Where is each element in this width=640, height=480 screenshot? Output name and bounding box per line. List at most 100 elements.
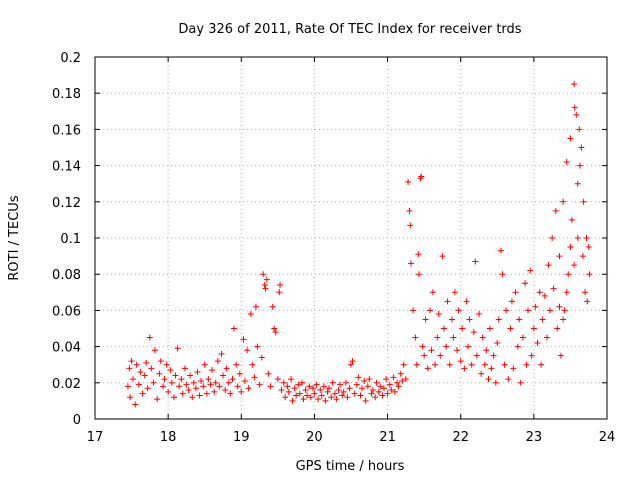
data-point <box>154 396 161 403</box>
data-point <box>300 396 307 403</box>
data-point <box>490 352 497 359</box>
data-point <box>437 352 444 359</box>
data-point <box>394 379 401 386</box>
data-point <box>209 367 216 374</box>
data-point <box>318 392 325 399</box>
data-point <box>545 262 552 269</box>
data-point <box>400 361 407 368</box>
data-point <box>527 267 534 274</box>
data-point <box>538 361 545 368</box>
data-point <box>375 388 382 395</box>
data-point <box>532 303 539 310</box>
data-point <box>565 271 572 278</box>
data-point <box>183 381 190 388</box>
data-point <box>580 198 587 205</box>
data-point <box>505 376 512 383</box>
data-point <box>355 374 362 381</box>
data-point <box>399 377 406 384</box>
data-point <box>198 377 205 384</box>
data-point <box>309 385 316 392</box>
data-point <box>560 316 567 323</box>
data-point <box>541 292 548 299</box>
data-point <box>379 392 386 399</box>
data-point <box>201 361 208 368</box>
x-tick-label: 17 <box>87 430 104 445</box>
data-point <box>492 379 499 386</box>
data-point <box>481 361 488 368</box>
data-point <box>556 303 563 310</box>
data-point <box>499 271 506 278</box>
data-point <box>157 358 164 365</box>
data-point <box>516 316 523 323</box>
data-point <box>514 343 521 350</box>
data-point <box>485 376 492 383</box>
data-point <box>544 334 551 341</box>
data-point <box>277 282 284 289</box>
data-point <box>289 397 296 404</box>
data-point <box>579 253 586 260</box>
data-point <box>550 285 557 292</box>
data-point <box>380 385 387 392</box>
data-point <box>571 104 578 111</box>
data-point <box>344 394 351 401</box>
data-point <box>207 381 214 388</box>
data-point <box>230 325 237 332</box>
data-point <box>269 303 276 310</box>
data-point <box>479 334 486 341</box>
data-point <box>364 383 371 390</box>
data-point <box>450 334 457 341</box>
data-point <box>229 376 236 383</box>
data-point <box>214 358 221 365</box>
data-point <box>278 387 285 394</box>
data-point <box>150 379 157 386</box>
data-point <box>523 361 530 368</box>
data-point <box>160 383 167 390</box>
data-point <box>395 383 402 390</box>
data-point <box>258 354 265 361</box>
data-point <box>241 377 248 384</box>
data-point <box>358 385 365 392</box>
data-point <box>280 379 287 386</box>
data-point <box>291 385 298 392</box>
y-tick-label: 0.02 <box>52 377 81 392</box>
data-point <box>373 379 380 386</box>
data-point <box>302 387 309 394</box>
data-point <box>461 365 468 372</box>
y-tick-label: 0.08 <box>52 268 81 283</box>
y-tick-label: 0.2 <box>60 51 81 66</box>
data-point <box>530 325 537 332</box>
data-point <box>377 383 384 390</box>
data-point <box>412 334 419 341</box>
data-point <box>187 372 194 379</box>
data-point <box>573 111 580 118</box>
data-point <box>578 144 585 151</box>
data-point <box>418 173 425 180</box>
data-point <box>563 158 570 165</box>
data-point <box>585 244 592 251</box>
data-point <box>349 358 356 365</box>
data-point <box>402 376 409 383</box>
data-point <box>335 387 342 394</box>
data-point <box>296 390 303 397</box>
data-point <box>567 244 574 251</box>
data-point <box>443 343 450 350</box>
data-point <box>563 289 570 296</box>
data-point <box>512 289 519 296</box>
data-point <box>419 343 426 350</box>
data-point <box>244 347 251 354</box>
data-point <box>143 359 150 366</box>
y-axis-label: ROTI / TECUs <box>7 195 22 280</box>
data-point <box>435 311 442 318</box>
data-point <box>407 260 414 267</box>
data-point <box>288 376 295 383</box>
x-tick-label: 24 <box>599 430 616 445</box>
data-point <box>424 365 431 372</box>
data-point <box>236 370 243 377</box>
data-point <box>346 385 353 392</box>
data-point <box>357 392 364 399</box>
data-point <box>181 365 188 372</box>
data-point <box>534 339 541 346</box>
data-point <box>457 358 464 365</box>
data-point <box>497 247 504 254</box>
